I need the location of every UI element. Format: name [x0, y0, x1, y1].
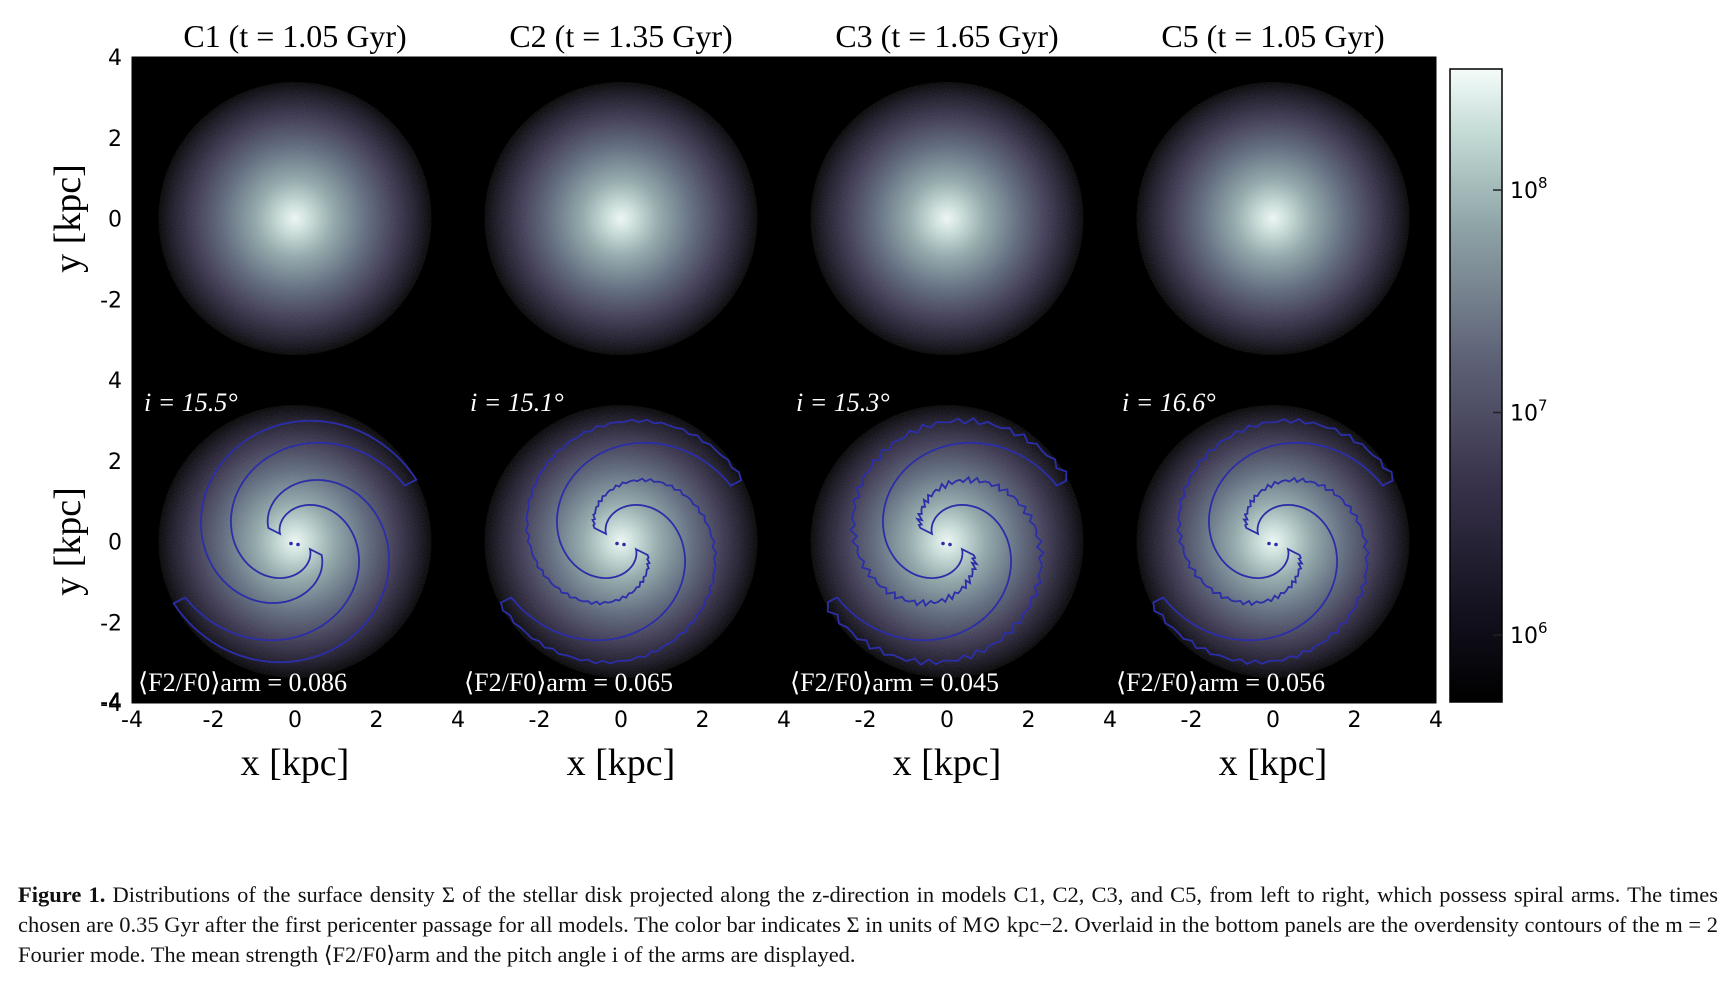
- x-tick-label: -4: [121, 708, 143, 733]
- x-tick-label: -2: [203, 708, 225, 733]
- arm-strength-label: ⟨F2/F0⟩arm = 0.056: [1116, 668, 1325, 697]
- density-panel-c3-top: [783, 56, 1111, 381]
- y-tick-label: 4: [108, 369, 122, 394]
- density-panel-c2-bottom: i = 15.1° ⟨F2/F0⟩arm = 0.065: [457, 379, 785, 704]
- y-axis-label: y [kpc]: [47, 164, 89, 273]
- y-tick-label: 0: [108, 531, 122, 556]
- x-tick-label: 0: [940, 708, 954, 733]
- y-tick-label: 0: [108, 208, 122, 233]
- x-tick-label: -2: [855, 708, 877, 733]
- y-tick-label: 4: [108, 46, 122, 71]
- disk-noise: [158, 81, 432, 356]
- x-tick-label: 4: [777, 708, 791, 733]
- arm-strength-label: ⟨F2/F0⟩arm = 0.045: [790, 668, 999, 697]
- figure-caption: Figure 1. Distributions of the surface d…: [18, 880, 1718, 970]
- x-axis-label: x [kpc]: [1219, 742, 1328, 784]
- density-panel-c3-bottom: i = 15.3° ⟨F2/F0⟩arm = 0.045: [783, 379, 1111, 704]
- x-tick-label: 2: [1022, 708, 1036, 733]
- y-tick-label: -4: [100, 692, 122, 717]
- density-panel-c5-top: [1109, 56, 1437, 381]
- y-tick-label: -4: [100, 690, 122, 715]
- x-tick-label: 0: [614, 708, 628, 733]
- colorbar-tick-label: 107: [1510, 397, 1548, 427]
- spiral-arm-contour: [199, 419, 418, 604]
- y-tick-label: 2: [108, 127, 122, 152]
- center-contour-dot: [289, 541, 293, 546]
- colorbar-tick-label: 106: [1510, 619, 1548, 649]
- spiral-arm-contour: [1176, 418, 1394, 607]
- disk-noise: [158, 404, 432, 679]
- panel-title-c1: C1 (t = 1.05 Gyr): [183, 18, 406, 54]
- pitch-angle-label: i = 15.1°: [470, 388, 564, 417]
- disk-noise: [810, 81, 1084, 356]
- x-tick-label: -2: [529, 708, 551, 733]
- x-tick-label: 2: [696, 708, 710, 733]
- figure-graphic: i = 15.5° ⟨F2/F0⟩arm = 0.086 i = 15.1° ⟨F2/…: [47, 18, 1548, 784]
- spiral-arm-contour: [172, 479, 391, 664]
- center-contour-dot: [615, 541, 619, 546]
- panel-frame: [1109, 379, 1437, 704]
- spiral-arm-contour: [524, 418, 743, 606]
- center-contour-dot: [1267, 541, 1271, 546]
- spiral-arm-contour: [499, 477, 718, 665]
- disk-noise: [1136, 404, 1410, 679]
- disk-noise: [484, 81, 758, 356]
- panel-title-c2: C2 (t = 1.35 Gyr): [509, 18, 732, 54]
- density-panel-c1-top: [131, 56, 459, 381]
- y-axis-label: y [kpc]: [47, 487, 89, 596]
- spiral-arm-contour: [849, 417, 1068, 608]
- spiral-arm-contour: [1152, 476, 1370, 665]
- caption-label: Figure 1.: [18, 882, 106, 907]
- center-contour-dot: [1274, 542, 1278, 547]
- x-tick-label: 4: [451, 708, 465, 733]
- center-contour-dot: [622, 542, 626, 547]
- x-tick-label: 2: [370, 708, 384, 733]
- caption-text: Distributions of the surface density Σ o…: [18, 882, 1719, 967]
- colorbar: [1449, 68, 1503, 703]
- center-contour-dot: [948, 542, 952, 547]
- y-tick-label: 2: [108, 450, 122, 475]
- panel-title-c3: C3 (t = 1.65 Gyr): [835, 18, 1058, 54]
- density-panel-c1-bottom: i = 15.5° ⟨F2/F0⟩arm = 0.086: [131, 379, 459, 704]
- panel-title-c5: C5 (t = 1.05 Gyr): [1161, 18, 1384, 54]
- disk-noise: [484, 404, 758, 679]
- x-tick-label: -2: [1181, 708, 1203, 733]
- pitch-angle-label: i = 16.6°: [1122, 388, 1216, 417]
- x-axis-label: x [kpc]: [893, 742, 1002, 784]
- colorbar-tick-label: 108: [1510, 174, 1548, 204]
- disk-noise: [1136, 81, 1410, 356]
- spiral-arm-contour: [826, 475, 1045, 666]
- pitch-angle-label: i = 15.5°: [144, 388, 238, 417]
- center-contour-dot: [296, 542, 300, 547]
- pitch-angle-label: i = 15.3°: [796, 388, 890, 417]
- x-tick-label: 0: [288, 708, 302, 733]
- x-tick-label: 4: [1103, 708, 1117, 733]
- arm-strength-label: ⟨F2/F0⟩arm = 0.065: [464, 668, 673, 697]
- y-tick-label: -2: [100, 611, 122, 636]
- x-axis-label: x [kpc]: [241, 742, 350, 784]
- x-tick-label: 4: [1429, 708, 1443, 733]
- density-panel-c5-bottom: i = 16.6° ⟨F2/F0⟩arm = 0.056: [1109, 379, 1437, 704]
- center-contour-dot: [941, 541, 945, 546]
- arm-strength-label: ⟨F2/F0⟩arm = 0.086: [138, 668, 347, 697]
- density-panel-c2-top: [457, 56, 785, 381]
- x-tick-label: 0: [1266, 708, 1280, 733]
- x-axis-label: x [kpc]: [567, 742, 676, 784]
- disk-noise: [810, 404, 1084, 679]
- y-tick-label: -2: [100, 288, 122, 313]
- x-tick-label: 2: [1348, 708, 1362, 733]
